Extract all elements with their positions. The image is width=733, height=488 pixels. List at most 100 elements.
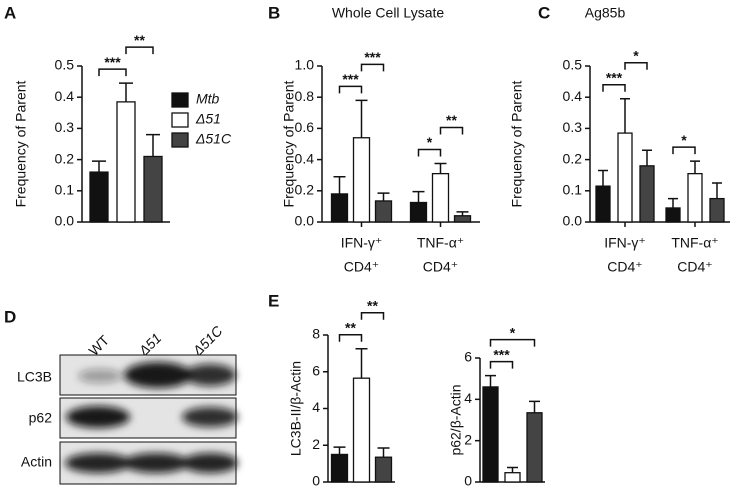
significance-label: *** — [104, 54, 121, 70]
significance-bracket — [338, 334, 363, 342]
y-tick-label: 6 — [464, 349, 472, 365]
error-bar — [598, 169, 608, 187]
y-tick-label: 0.6 — [295, 119, 315, 135]
y-tick-label: 0.4 — [55, 88, 75, 104]
y-tick-label: 0.5 — [55, 57, 75, 73]
bar — [143, 155, 163, 223]
panel-letter: B — [268, 3, 280, 22]
y-tick-label: 1.0 — [295, 57, 315, 73]
error-bar — [119, 82, 133, 102]
error-bar — [377, 192, 390, 201]
error-bar — [456, 211, 469, 216]
legend-label: Δ51 — [195, 111, 221, 127]
x-tick-label: CD4⁺ — [607, 259, 642, 275]
significance-bracket — [489, 338, 536, 347]
error-bar — [412, 190, 425, 203]
bar — [595, 185, 611, 223]
y-tick-label: 2 — [464, 431, 472, 447]
y-tick-label: 0.4 — [563, 88, 583, 104]
bar — [639, 165, 655, 223]
legend-label: Mtb — [196, 91, 220, 107]
y-tick-label: 0.2 — [295, 182, 315, 198]
error-bar — [355, 348, 368, 379]
y-tick-label: 0.3 — [55, 119, 75, 135]
y-tick-label: 0.8 — [295, 88, 315, 104]
x-tick-label: TNF-α⁺ — [671, 235, 718, 251]
error-bar — [333, 446, 346, 455]
x-tick-label: TNF-α⁺ — [417, 235, 464, 251]
bar — [116, 101, 136, 223]
y-tick-label: 0.2 — [563, 150, 583, 166]
x-tick-label: CD4⁺ — [423, 259, 458, 275]
panel-letter: D — [4, 307, 16, 326]
legend-swatch — [171, 112, 189, 128]
significance-label: ** — [345, 319, 356, 335]
error-bar — [333, 176, 346, 194]
significance-bracket — [360, 63, 385, 72]
significance-label: * — [427, 134, 433, 150]
legend-label: Δ51C — [195, 131, 232, 147]
x-tick-label: IFN-γ⁺ — [604, 235, 646, 251]
y-tick-label: 0.1 — [563, 182, 583, 198]
significance-label: * — [681, 132, 687, 148]
x-tick-label: CD4⁺ — [677, 259, 712, 275]
y-tick-label: 0.3 — [563, 119, 583, 135]
error-bar — [507, 466, 518, 473]
bar — [687, 172, 703, 223]
panel-letter: E — [268, 291, 279, 310]
bar — [374, 456, 393, 483]
y-tick-label: 0.5 — [563, 57, 583, 73]
y-tick-label: 0.4 — [295, 150, 315, 166]
significance-label: *** — [342, 71, 359, 87]
significance-label: *** — [493, 346, 510, 362]
significance-bracket — [360, 312, 385, 320]
chart-title: Whole Cell Lysate — [332, 5, 445, 21]
row-label: LC3B — [17, 369, 52, 385]
error-bar — [712, 182, 722, 199]
error-bar — [355, 99, 368, 138]
error-bar — [668, 197, 678, 208]
y-axis-label: LC3B-II/β-Actin — [288, 361, 304, 456]
x-tick-label: IFN-γ⁺ — [341, 235, 383, 251]
bar — [431, 172, 450, 223]
significance-label: ** — [446, 112, 457, 128]
y-axis-label: Frequency of Parent — [13, 80, 29, 207]
significance-bracket — [624, 62, 648, 70]
y-tick-label: 0.2 — [55, 150, 75, 166]
bar — [330, 193, 349, 223]
error-bar — [529, 400, 540, 413]
bar — [89, 171, 109, 223]
significance-bracket — [417, 148, 442, 157]
error-bar — [485, 374, 496, 387]
error-bar — [146, 133, 160, 157]
bar — [526, 412, 543, 483]
western-blot: D WT Δ51 Δ51C LC3B p62 Actin — [4, 307, 238, 485]
error-bar — [92, 160, 106, 173]
bar — [617, 132, 633, 223]
y-tick-label: 8 — [312, 326, 320, 342]
x-tick-label: CD4⁺ — [344, 259, 379, 275]
bar — [453, 215, 472, 223]
y-tick-label: 4 — [312, 399, 320, 415]
error-bar — [690, 160, 700, 174]
row-label: p62 — [29, 410, 53, 426]
bar — [330, 453, 349, 483]
chart-title: Ag85b — [585, 5, 626, 21]
significance-bracket — [489, 360, 514, 369]
legend-swatch — [171, 132, 189, 148]
legend-swatch — [171, 92, 189, 108]
bands — [65, 362, 238, 473]
y-axis-label: p62/β-Actin — [448, 384, 464, 455]
y-axis-label: Frequency of Parent — [281, 80, 297, 207]
significance-label: ** — [367, 297, 378, 313]
error-bar — [642, 149, 652, 166]
significance-label: * — [510, 324, 516, 340]
y-tick-label: 4 — [464, 390, 472, 406]
significance-bracket — [98, 68, 127, 77]
bar — [482, 386, 499, 483]
y-tick-label: 0.0 — [563, 213, 583, 229]
y-tick-label: 0 — [464, 473, 472, 488]
y-tick-label: 0.0 — [55, 213, 75, 229]
bar — [374, 200, 393, 223]
